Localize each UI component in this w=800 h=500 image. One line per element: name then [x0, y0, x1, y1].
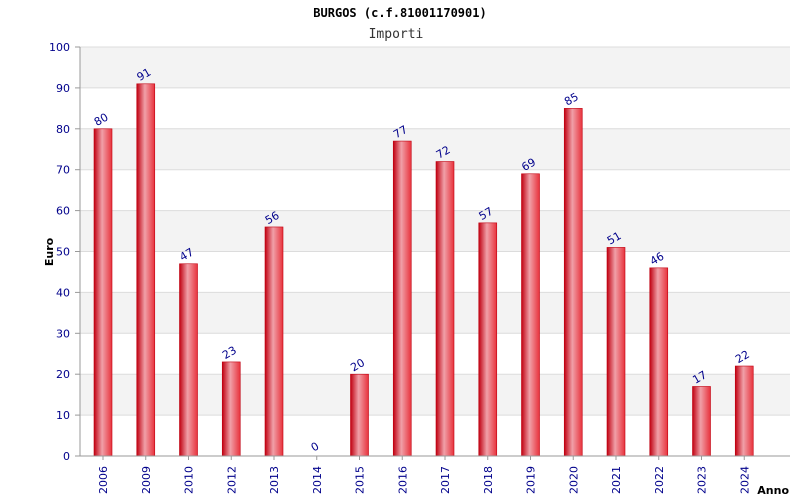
data-label: 69 [519, 156, 538, 174]
bar [435, 161, 455, 457]
data-label: 20 [348, 356, 367, 374]
grid-band [80, 292, 790, 334]
data-label: 47 [177, 246, 196, 264]
data-label: 57 [477, 205, 496, 223]
data-label: 80 [92, 111, 111, 129]
bar [478, 222, 498, 457]
bars [93, 83, 754, 457]
x-tick-label: 2013 [268, 466, 281, 494]
bar [521, 173, 540, 457]
chart-subtitle: Importi [369, 27, 424, 42]
x-tick-label: 2022 [653, 466, 666, 494]
bar [221, 361, 241, 457]
y-tick-label: 90 [56, 82, 70, 95]
y-tick-label: 50 [56, 246, 70, 259]
x-tick-label: 2016 [396, 466, 409, 494]
data-label: 56 [263, 209, 282, 227]
y-tick-label: 40 [56, 286, 70, 299]
y-tick-label: 100 [49, 41, 70, 54]
x-tick-label: 2006 [97, 466, 110, 494]
data-label: 85 [562, 90, 581, 108]
bar [93, 128, 113, 457]
y-tick-label: 30 [56, 327, 70, 340]
data-label: 23 [220, 344, 239, 362]
bar [392, 140, 412, 457]
bar [563, 108, 583, 457]
bar [734, 365, 754, 457]
grid-band [80, 47, 790, 88]
x-tick-label: 2019 [525, 466, 538, 494]
grid-band [80, 251, 790, 293]
data-label: 72 [434, 143, 453, 161]
bar [649, 267, 669, 457]
bar [606, 247, 626, 457]
y-tick-label: 0 [63, 450, 70, 463]
x-tick-label: 2017 [439, 466, 452, 494]
bar [264, 226, 284, 457]
y-axis-ticks: 0 10 20 30 40 50 60 70 80 90 100 [49, 41, 80, 463]
y-tick-label: 10 [56, 409, 70, 422]
x-tick-label: 2012 [225, 466, 238, 494]
x-tick-label: 2014 [311, 466, 324, 494]
x-axis-ticks: 2006 2009 2010 2012 2013 2014 2015 2016 2017 2018… [97, 456, 751, 494]
y-axis-label: Euro [43, 237, 56, 266]
grid-bands [80, 47, 790, 456]
x-tick-label: 2010 [183, 466, 196, 494]
y-tick-label: 20 [56, 368, 70, 381]
data-label: 51 [605, 229, 624, 247]
x-axis-label: Anno [757, 484, 789, 497]
chart-title: BURGOS (c.f.81001170901) [313, 6, 486, 20]
grid-band [80, 169, 790, 211]
y-tick-label: 80 [56, 123, 70, 136]
x-tick-label: 2023 [696, 466, 709, 494]
data-label: 77 [391, 123, 410, 141]
grid-band [80, 333, 790, 375]
data-label: 22 [733, 348, 752, 366]
bar [350, 373, 369, 457]
x-tick-label: 2009 [140, 466, 153, 494]
y-tick-label: 70 [56, 164, 70, 177]
data-label: 46 [648, 250, 667, 268]
x-tick-label: 2018 [482, 466, 495, 494]
y-tick-label: 60 [56, 205, 70, 218]
bar [179, 263, 198, 457]
grid-band [80, 210, 790, 252]
grid-band [80, 374, 790, 416]
x-tick-label: 2021 [610, 466, 623, 494]
grid-band [80, 87, 790, 129]
bar [136, 83, 156, 457]
x-tick-label: 2015 [354, 466, 367, 494]
data-label: 17 [690, 368, 709, 386]
x-tick-label: 2020 [567, 466, 580, 494]
grid-band [80, 415, 790, 456]
bar [692, 386, 711, 457]
grid-band [80, 128, 790, 170]
x-tick-label: 2024 [738, 466, 751, 494]
data-label: 91 [135, 66, 154, 84]
